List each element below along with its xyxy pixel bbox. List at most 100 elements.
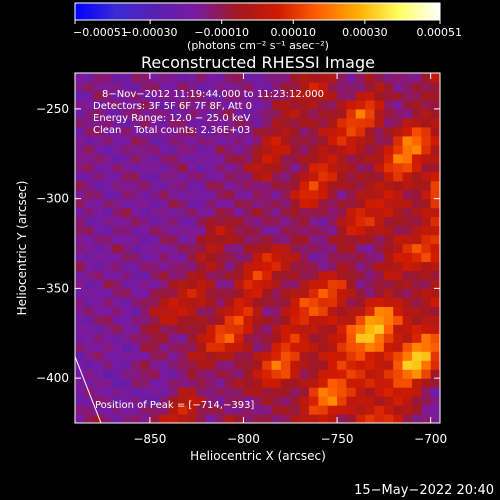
heatmap-cell: [402, 189, 413, 200]
heatmap-cell: [196, 117, 207, 128]
heatmap-cell: [299, 73, 310, 83]
heatmap-cell: [346, 225, 357, 236]
heatmap-cell: [187, 135, 198, 146]
heatmap-cell: [206, 405, 216, 415]
heatmap-cell: [290, 369, 301, 379]
heatmap-cell: [299, 90, 310, 101]
heatmap-cell: [196, 189, 207, 200]
heatmap-cell: [421, 351, 432, 361]
heatmap-cell: [308, 315, 319, 325]
heatmap-cell: [234, 378, 245, 388]
heatmap-cell: [149, 369, 160, 379]
heatmap-cell: [196, 225, 207, 236]
colorbar-gradient: [74, 2, 441, 21]
heatmap-cell: [327, 198, 338, 209]
heatmap-cell: [262, 189, 273, 200]
heatmap-cell: [365, 153, 376, 164]
heatmap-cell: [262, 342, 273, 352]
heatmap-cell: [290, 171, 301, 182]
heatmap-cell: [271, 234, 282, 245]
heatmap-cell: [224, 225, 235, 236]
plot-frame: [74, 72, 441, 424]
heatmap-cell: [149, 162, 160, 173]
heatmap-cell: [271, 369, 282, 379]
heatmap-cell: [327, 414, 338, 423]
heatmap-cell: [308, 180, 319, 191]
heatmap-cell: [131, 225, 142, 236]
heatmap-cell: [215, 297, 226, 307]
heatmap-cell: [234, 216, 245, 227]
heatmap-cell: [187, 414, 198, 423]
heatmap-cell: [262, 225, 273, 236]
heatmap-cell: [383, 135, 394, 146]
heatmap-cell: [318, 216, 329, 227]
heatmap-cell: [280, 288, 291, 298]
heatmap-cell: [93, 108, 104, 119]
heatmap-cell: [271, 225, 282, 236]
heatmap-cell: [337, 288, 348, 298]
heatmap-cell: [374, 360, 385, 370]
heatmap-cell: [393, 342, 404, 352]
heatmap-cell: [75, 297, 85, 307]
heatmap-cell: [262, 90, 273, 101]
heatmap-cell: [140, 396, 151, 406]
heatmap-cell: [393, 387, 404, 397]
x-tick-label: −750: [321, 432, 354, 446]
heatmap-cell: [93, 207, 104, 218]
heatmap-cell: [280, 135, 291, 146]
heatmap-cell: [346, 90, 357, 101]
heatmap-cell: [187, 189, 198, 200]
heatmap-cell: [140, 135, 151, 146]
heatmap-cell: [383, 405, 394, 415]
heatmap-cell: [290, 198, 301, 209]
heatmap-cell: [121, 324, 132, 334]
heatmap-cell: [290, 414, 301, 423]
heatmap-cell: [374, 135, 385, 146]
heatmap-cell: [393, 351, 404, 361]
heatmap-cell: [290, 73, 301, 83]
heatmap-cell: [121, 216, 132, 227]
heatmap-cell: [243, 180, 254, 191]
heatmap-cell: [318, 108, 329, 119]
heatmap-cell: [103, 369, 114, 379]
heatmap-cell: [206, 153, 216, 164]
heatmap-cell: [121, 135, 132, 146]
heatmap-cell: [365, 297, 376, 307]
heatmap-cell: [121, 243, 132, 254]
heatmap-cell: [121, 342, 132, 352]
heatmap-cell: [112, 378, 123, 388]
heatmap-cell: [243, 117, 254, 128]
heatmap-cell: [187, 234, 198, 245]
heatmap-cell: [234, 342, 245, 352]
heatmap-cell: [252, 126, 263, 137]
heatmap-cell: [196, 261, 207, 272]
heatmap-cell: [430, 162, 440, 173]
heatmap-cell: [252, 351, 263, 361]
heatmap-cell: [103, 351, 114, 361]
heatmap-cell: [430, 189, 440, 200]
heatmap-cell: [365, 243, 376, 254]
heatmap-cell: [149, 90, 160, 101]
heatmap-cell: [402, 117, 413, 128]
heatmap-cell: [346, 396, 357, 406]
heatmap-cell: [149, 324, 160, 334]
heatmap-cell: [346, 252, 357, 263]
heatmap-cell: [262, 324, 273, 334]
heatmap-cell: [93, 279, 104, 289]
heatmap-cell: [290, 207, 301, 218]
heatmap-cell: [103, 73, 114, 83]
heatmap-cell: [168, 342, 179, 352]
heatmap-cell: [337, 189, 348, 200]
heatmap-cell: [421, 333, 432, 343]
heatmap-cell: [84, 243, 95, 254]
heatmap-cell: [299, 198, 310, 209]
heatmap-cell: [355, 153, 366, 164]
heatmap-cell: [234, 270, 245, 281]
heatmap-cell: [374, 108, 385, 119]
heatmap-cell: [280, 225, 291, 236]
heatmap-cell: [131, 405, 142, 415]
heatmap-cell: [84, 261, 95, 272]
heatmap-cell: [149, 333, 160, 343]
heatmap-cell: [177, 207, 188, 218]
heatmap-cell: [149, 306, 160, 316]
